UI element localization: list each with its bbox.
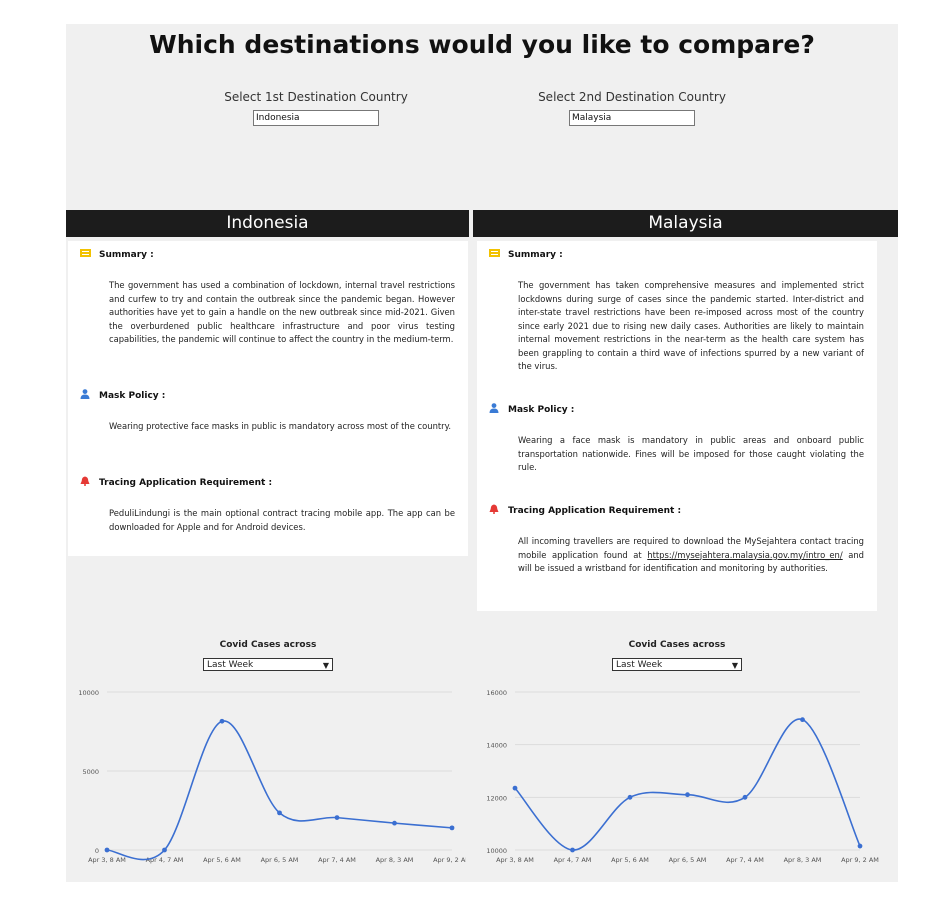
left-info-card: Summary : The government has used a comb…: [68, 241, 468, 556]
x-tick-label: Apr 5, 6 AM: [203, 856, 241, 864]
bell-icon: [80, 476, 93, 489]
x-tick-label: Apr 3, 8 AM: [88, 856, 126, 864]
data-point: [219, 718, 225, 724]
left-summary-title: Summary :: [99, 250, 154, 260]
data-point: [857, 843, 863, 849]
right-tracing-text: All incoming travellers are required to …: [518, 535, 864, 576]
series-line: [106, 720, 453, 861]
x-tick-label: Apr 6, 5 AM: [669, 856, 707, 864]
left-mask-heading: Mask Policy :: [80, 389, 165, 402]
left-summary-text: The government has used a combination of…: [109, 280, 455, 344]
x-tick-label: Apr 7, 4 AM: [318, 856, 356, 864]
left-mask-title: Mask Policy :: [99, 391, 166, 401]
person-icon: [80, 389, 93, 402]
data-point: [742, 794, 748, 800]
data-point: [449, 825, 455, 831]
left-cases-chart: 0 5000 10000 Apr 3, 8 AM Apr 4, 7 AM Apr 5, 6…: [78, 689, 466, 864]
y-tick-label: 10000: [486, 847, 507, 855]
second-destination-label: Select 2nd Destination Country: [538, 90, 726, 104]
left-chart-title: Covid Cases across: [219, 640, 317, 650]
list-icon: [80, 249, 93, 260]
x-tick-label: Apr 9, 2 AM: [841, 856, 879, 864]
left-country-header: Indonesia: [66, 210, 469, 237]
left-mask-text: Wearing protective face masks in public …: [109, 421, 452, 431]
mysejahtera-link[interactable]: https://mysejahtera.malaysia.gov.my/intr…: [647, 549, 843, 560]
left-range-value: Last Week: [207, 660, 254, 670]
right-cases-chart: 10000 12000 14000 16000 Apr 3, 8 AM Apr 4, 7 …: [486, 689, 879, 864]
x-tick-label: Apr 5, 6 AM: [611, 856, 649, 864]
y-tick-label: 12000: [486, 794, 507, 802]
x-tick-label: Apr 6, 5 AM: [261, 856, 299, 864]
series-line: [514, 718, 861, 851]
y-tick-label: 0: [95, 847, 99, 855]
right-summary-title: Summary :: [508, 250, 563, 260]
left-tracing-title: Tracing Application Requirement :: [99, 478, 273, 488]
data-point: [570, 847, 575, 853]
data-point: [685, 792, 690, 798]
right-info-card: Summary : The government has taken compr…: [477, 241, 877, 611]
data-point: [392, 820, 397, 826]
x-tick-label: Apr 8, 3 AM: [376, 856, 414, 864]
chevron-down-icon: ▼: [731, 661, 738, 670]
x-tick-label: Apr 4, 7 AM: [146, 856, 184, 864]
bell-icon: [489, 504, 502, 517]
y-tick-label: 14000: [486, 742, 507, 750]
right-summary-text: The government has taken comprehensive m…: [518, 280, 864, 371]
right-country-header: Malaysia: [473, 210, 898, 237]
data-point: [512, 785, 518, 791]
left-summary-heading: Summary :: [80, 249, 154, 260]
right-tracing-title: Tracing Application Requirement :: [508, 506, 682, 516]
data-point: [800, 717, 805, 723]
y-tick-label: 5000: [82, 768, 99, 776]
data-point: [162, 847, 167, 853]
x-tick-label: Apr 3, 8 AM: [496, 856, 534, 864]
page-title: Which destinations would you like to com…: [149, 30, 815, 59]
right-mask-text: Wearing a face mask is mandatory in publ…: [518, 435, 864, 472]
left-range-select[interactable]: Last Week ▼: [203, 658, 333, 671]
data-point: [627, 794, 633, 800]
first-destination-group: Select 1st Destination Country Indonesia: [216, 90, 416, 126]
y-tick-label: 10000: [78, 689, 99, 697]
right-range-select[interactable]: Last Week ▼: [612, 658, 742, 671]
right-tracing-heading: Tracing Application Requirement :: [489, 504, 681, 517]
data-point: [277, 810, 282, 816]
person-icon: [489, 403, 502, 416]
x-tick-label: Apr 7, 4 AM: [726, 856, 764, 864]
right-tracing-text-before: All incoming travellers are required to …: [518, 536, 864, 560]
compare-page: Which destinations would you like to com…: [66, 24, 898, 882]
y-tick-label: 16000: [486, 689, 507, 697]
right-mask-heading: Mask Policy :: [489, 403, 574, 416]
data-point: [334, 815, 340, 821]
left-tracing-heading: Tracing Application Requirement :: [80, 476, 272, 489]
second-destination-group: Select 2nd Destination Country Malaysia: [532, 90, 732, 126]
right-range-value: Last Week: [616, 660, 663, 670]
right-tracing-text-after: and will be issued a wristband for ident…: [518, 549, 864, 574]
right-chart-title: Covid Cases across: [628, 640, 726, 650]
x-tick-label: Apr 8, 3 AM: [784, 856, 822, 864]
x-tick-label: Apr 4, 7 AM: [554, 856, 592, 864]
second-destination-input[interactable]: Malaysia: [569, 110, 695, 126]
first-destination-input[interactable]: Indonesia: [253, 110, 379, 126]
chevron-down-icon: ▼: [322, 661, 329, 670]
first-destination-label: Select 1st Destination Country: [224, 90, 408, 104]
data-point: [104, 847, 110, 853]
right-summary-heading: Summary :: [489, 249, 563, 260]
x-tick-label: Apr 9, 2 AM: [433, 856, 466, 864]
right-mask-title: Mask Policy :: [508, 405, 575, 415]
left-tracing-text: PeduliLindungi is the main optional cont…: [109, 508, 455, 532]
list-icon: [489, 249, 502, 260]
